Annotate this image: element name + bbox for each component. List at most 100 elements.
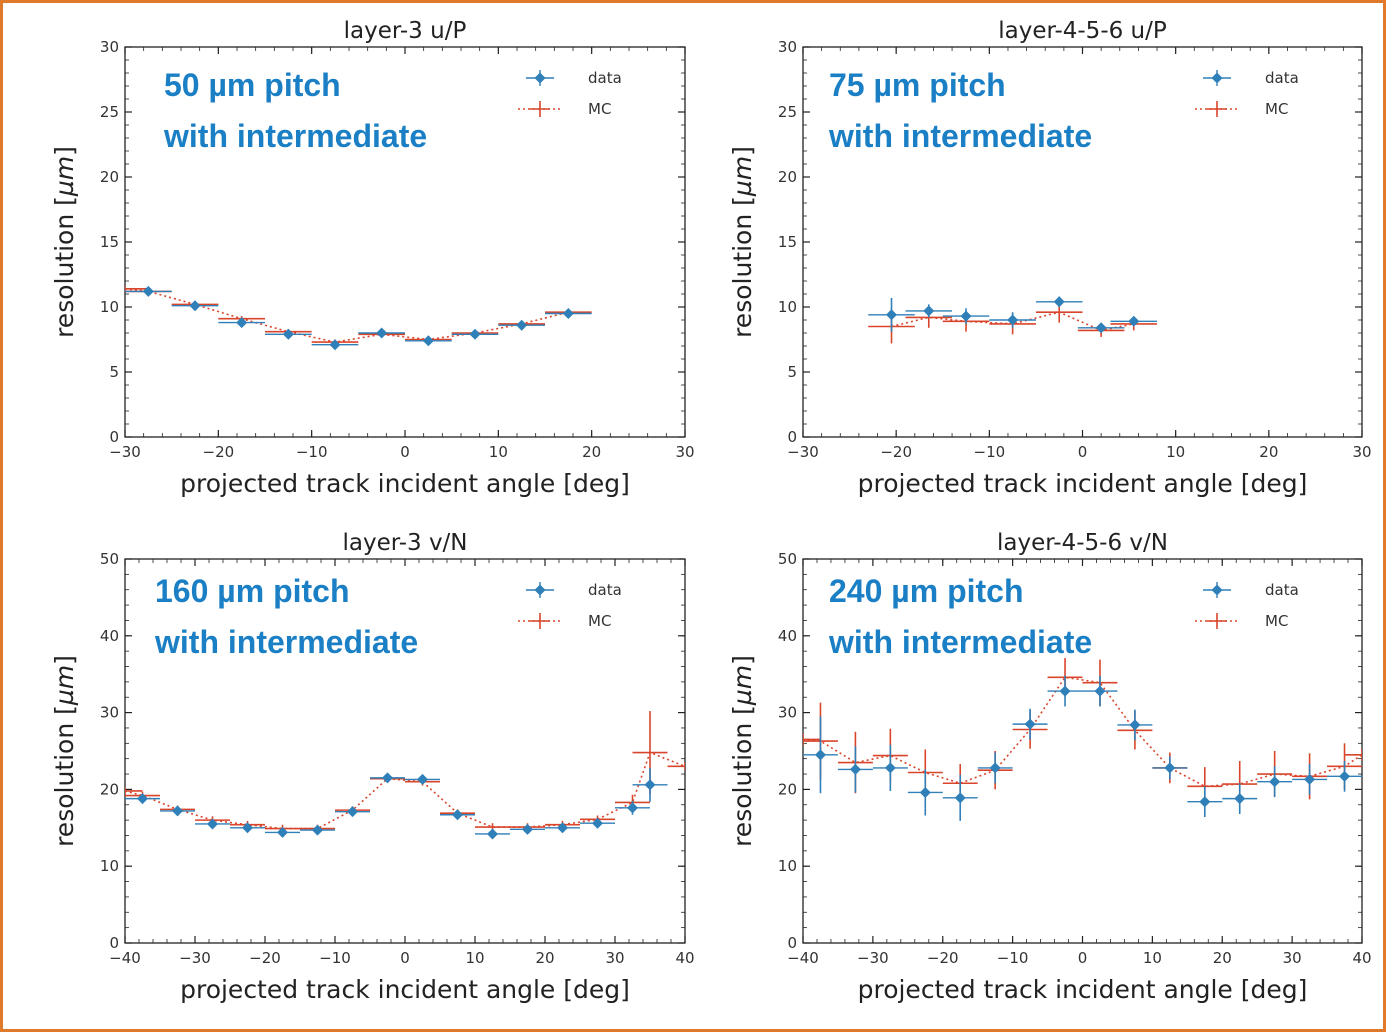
y-axis-label: resolution [µm]	[50, 655, 79, 847]
data-point	[487, 828, 498, 840]
x-tick-label: 0	[1078, 443, 1088, 461]
data-point	[189, 300, 201, 312]
y-tick-label: 20	[778, 780, 797, 798]
data-point	[1234, 793, 1246, 805]
data-point	[1269, 776, 1281, 788]
y-tick-label: 0	[109, 934, 119, 952]
x-tick-label: −20	[249, 949, 281, 967]
panel-layer456-vN: −40 −30 −20 −10 0 10 20 30 40 0 10 20 30 40 50 layer-4-…	[728, 530, 1372, 1004]
data-point	[142, 285, 154, 297]
legend-data-marker	[1211, 584, 1223, 596]
data-point	[282, 328, 294, 340]
pitch-annotation: 75 µm pitch	[829, 67, 1006, 103]
y-tick-label: 10	[100, 857, 119, 875]
x-tick-label: 30	[605, 949, 624, 967]
legend-data-label: data	[588, 581, 622, 599]
x-axis-label: projected track incident angle [deg]	[858, 975, 1308, 1004]
legend-data-marker	[534, 72, 546, 84]
legend-data-marker	[1211, 72, 1223, 84]
x-tick-label: 0	[1078, 949, 1088, 967]
x-tick-label: −20	[203, 443, 235, 461]
y-tick-label: 50	[778, 550, 797, 568]
x-tick-label: 30	[1283, 949, 1302, 967]
x-tick-label: 40	[1352, 949, 1371, 967]
y-axis-label: resolution [µm]	[50, 146, 79, 338]
legend-mc-label: MC	[1265, 612, 1288, 630]
data-point	[919, 786, 931, 798]
data-point	[923, 305, 935, 317]
legend-mc-label: MC	[1265, 100, 1288, 118]
data-point	[814, 749, 826, 761]
y-tick-label: 20	[778, 168, 797, 186]
legend-data-label: data	[1265, 581, 1299, 599]
x-tick-label: 30	[1352, 443, 1371, 461]
legend-data-label: data	[588, 69, 622, 87]
legend: data MC	[518, 69, 622, 118]
y-tick-label: 30	[100, 38, 119, 56]
plot-area	[125, 711, 685, 840]
y-tick-label: 30	[778, 704, 797, 722]
x-tick-label: 0	[400, 443, 410, 461]
y-axis-label-text: resolution [	[728, 196, 757, 338]
data-point	[376, 327, 388, 339]
legend: data MC	[1195, 69, 1299, 118]
y-axis-label-close: ]	[728, 146, 757, 156]
y-tick-label: 0	[787, 428, 797, 446]
mc-line	[125, 751, 685, 830]
data-point	[1129, 719, 1141, 731]
plot-area	[125, 285, 592, 351]
intermediate-annotation: with intermediate	[163, 118, 427, 154]
y-axis-label-unit: µm	[50, 665, 79, 706]
data-point	[1024, 718, 1036, 730]
y-axis-label: resolution [µm]	[728, 146, 757, 338]
x-tick-label: 40	[675, 949, 694, 967]
data-point	[886, 309, 898, 321]
intermediate-annotation: with intermediate	[828, 624, 1092, 660]
legend: data MC	[1195, 581, 1299, 630]
y-tick-label: 50	[100, 550, 119, 568]
y-axis-label-unit: µm	[728, 665, 757, 706]
y-tick-label: 0	[109, 428, 119, 446]
y-tick-label: 30	[778, 38, 797, 56]
data-point	[562, 308, 574, 319]
data-point	[644, 779, 656, 791]
y-tick-label: 10	[100, 298, 119, 316]
x-tick-label: −30	[109, 443, 141, 461]
data-point	[452, 809, 463, 821]
data-point	[236, 317, 248, 329]
data-point	[884, 762, 896, 774]
panel-layer3-vN: −40 −30 −20 −10 0 10 20 30 40 0 10 20 30 40 50 layer-3 …	[50, 530, 695, 1004]
x-tick-label: 10	[465, 949, 484, 967]
panel-layer456-uP: −30 −20 −10 0 10 20 30 0 5 10 15 20 25 30 layer-4-5-6 …	[728, 18, 1372, 498]
y-axis-label: resolution [µm]	[728, 655, 757, 847]
data-point	[312, 824, 323, 836]
data-point	[1304, 773, 1316, 785]
x-tick-label: −10	[974, 443, 1006, 461]
data-point	[1094, 685, 1106, 697]
data-point	[207, 818, 218, 830]
legend-data-label: data	[1265, 69, 1299, 87]
legend: data MC	[518, 581, 622, 630]
data-point	[1095, 322, 1107, 334]
data-point	[960, 310, 972, 322]
data-point	[277, 826, 288, 838]
data-point	[592, 817, 603, 829]
pitch-annotation: 160 µm pitch	[155, 573, 350, 609]
data-point	[1339, 770, 1351, 782]
intermediate-annotation: with intermediate	[828, 118, 1092, 154]
plot-area	[868, 296, 1158, 344]
x-axis-label: projected track incident angle [deg]	[180, 975, 630, 1004]
y-tick-label: 15	[100, 233, 119, 251]
y-tick-label: 0	[787, 934, 797, 952]
x-tick-label: 20	[1259, 443, 1278, 461]
y-tick-label: 25	[100, 103, 119, 121]
y-tick-label: 20	[100, 168, 119, 186]
x-axis-label: projected track incident angle [deg]	[858, 469, 1308, 498]
panel-title: layer-3 v/N	[342, 530, 467, 556]
y-tick-label: 40	[100, 627, 119, 645]
y-tick-label: 25	[778, 103, 797, 121]
y-axis-label-unit: µm	[50, 156, 79, 197]
y-axis-label-close: ]	[50, 146, 79, 156]
data-point	[849, 763, 861, 775]
